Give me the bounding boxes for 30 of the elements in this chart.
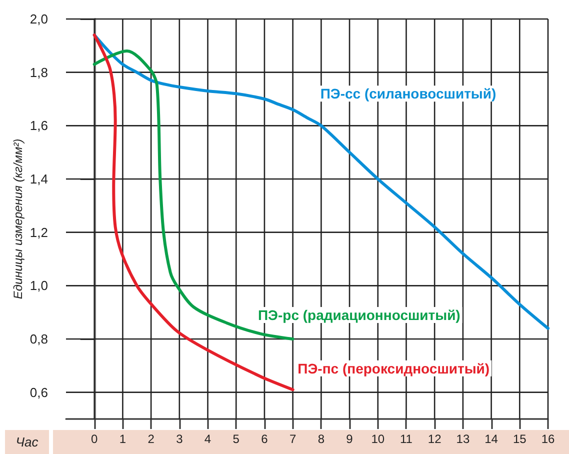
x-tick-label: 1 <box>119 432 126 446</box>
x-tick-label: 12 <box>428 432 442 446</box>
y-tick-label: 1,4 <box>30 172 48 186</box>
x-tick-label: 14 <box>484 432 498 446</box>
y-tick-label: 0,8 <box>30 332 48 346</box>
x-tick-label: 8 <box>318 432 325 446</box>
x-tick-label: 0 <box>91 432 98 446</box>
y-tick-label: 1,6 <box>30 118 48 134</box>
x-tick-label: 7 <box>289 432 296 446</box>
y-tick-label: 0,6 <box>30 384 48 400</box>
y-tick-label: 1,2 <box>30 224 48 240</box>
y-tick-label: 2,0 <box>30 12 48 26</box>
x-tick-label: 6 <box>261 432 268 446</box>
x-tick-label: 2 <box>148 432 155 446</box>
x-axis-title: Час <box>16 434 39 450</box>
x-tick-label: 5 <box>232 432 240 446</box>
x-tick-label: 9 <box>346 432 354 446</box>
x-tick-label: 4 <box>204 432 212 446</box>
x-tick-label: 15 <box>512 432 527 446</box>
x-tick-label: 13 <box>456 432 470 446</box>
x-tick-label: 11 <box>400 432 413 446</box>
x-tick-label: 16 <box>541 432 555 446</box>
y-tick-label: 1,0 <box>30 278 48 294</box>
x-tick-label: 3 <box>176 432 184 446</box>
series-label: ПЭ-сс (силановосшитый) <box>320 86 496 102</box>
series-label: ПЭ-пс (пероксидносшитый) <box>298 360 490 376</box>
y-tick-label: 1,8 <box>30 64 48 80</box>
series-label: ПЭ-рс (радиационносшитый) <box>258 307 460 323</box>
y-axis-title: Единицы измерения (кг/мм²) <box>11 138 25 300</box>
x-tick-label: 10 <box>371 432 385 446</box>
